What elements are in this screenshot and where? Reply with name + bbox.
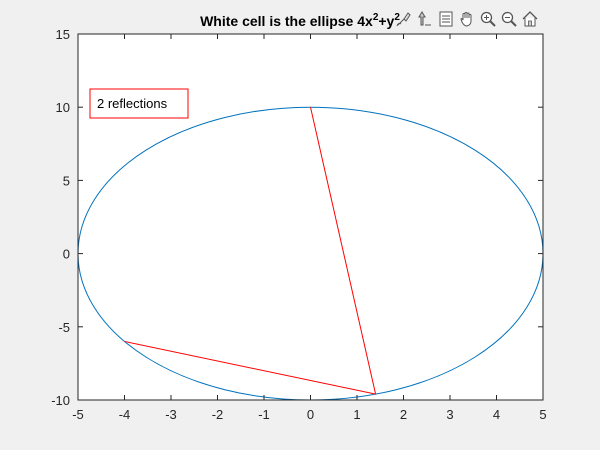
x-tick-label: -3 [165, 407, 177, 422]
home-icon[interactable] [520, 8, 540, 30]
x-tick-label: 5 [539, 407, 546, 422]
y-tick-label: 5 [63, 173, 70, 188]
x-tick-label: 0 [307, 407, 314, 422]
x-tick-label: -1 [258, 407, 270, 422]
title-base: White cell is the ellipse 4x [200, 13, 373, 29]
annotation-box: 2 reflections [89, 88, 189, 119]
title-sup-2: 2 [394, 12, 400, 23]
y-tick-label: 10 [56, 100, 70, 115]
axes-box [77, 33, 544, 401]
x-tick-label: -2 [212, 407, 224, 422]
zoom-out-icon[interactable] [499, 8, 519, 30]
reflection-path [124, 107, 377, 395]
x-tick-label: -4 [119, 407, 131, 422]
data-tip-icon[interactable] [415, 8, 435, 30]
y-tick-label: 0 [63, 247, 70, 262]
y-tick-label: -10 [51, 393, 70, 408]
y-tick-label: -5 [58, 320, 70, 335]
chart-title: White cell is the ellipse 4x2+y2 [200, 12, 400, 29]
x-tick-label: 2 [400, 407, 407, 422]
pan-icon[interactable] [457, 8, 477, 30]
x-tick-label: -5 [72, 407, 84, 422]
x-tick-label: 1 [353, 407, 360, 422]
y-tick-label: 15 [56, 27, 70, 42]
zoom-in-icon[interactable] [478, 8, 498, 30]
brush-icon[interactable] [394, 8, 414, 30]
annotation-text: 2 reflections [97, 96, 168, 111]
x-tick-label: 3 [446, 407, 453, 422]
legend-icon[interactable] [436, 8, 456, 30]
title-mid: +y [378, 13, 394, 29]
axes-toolbar [394, 6, 540, 32]
title-sup-1: 2 [373, 12, 379, 23]
x-tick-label: 4 [493, 407, 500, 422]
